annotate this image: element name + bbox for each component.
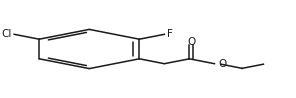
Text: Cl: Cl bbox=[1, 29, 11, 39]
Text: F: F bbox=[167, 29, 173, 39]
Text: O: O bbox=[187, 37, 195, 47]
Text: O: O bbox=[218, 59, 226, 69]
